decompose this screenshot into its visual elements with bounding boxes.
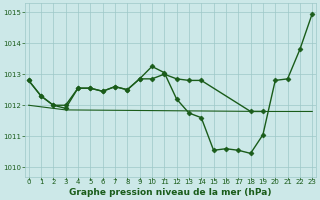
X-axis label: Graphe pression niveau de la mer (hPa): Graphe pression niveau de la mer (hPa): [69, 188, 272, 197]
